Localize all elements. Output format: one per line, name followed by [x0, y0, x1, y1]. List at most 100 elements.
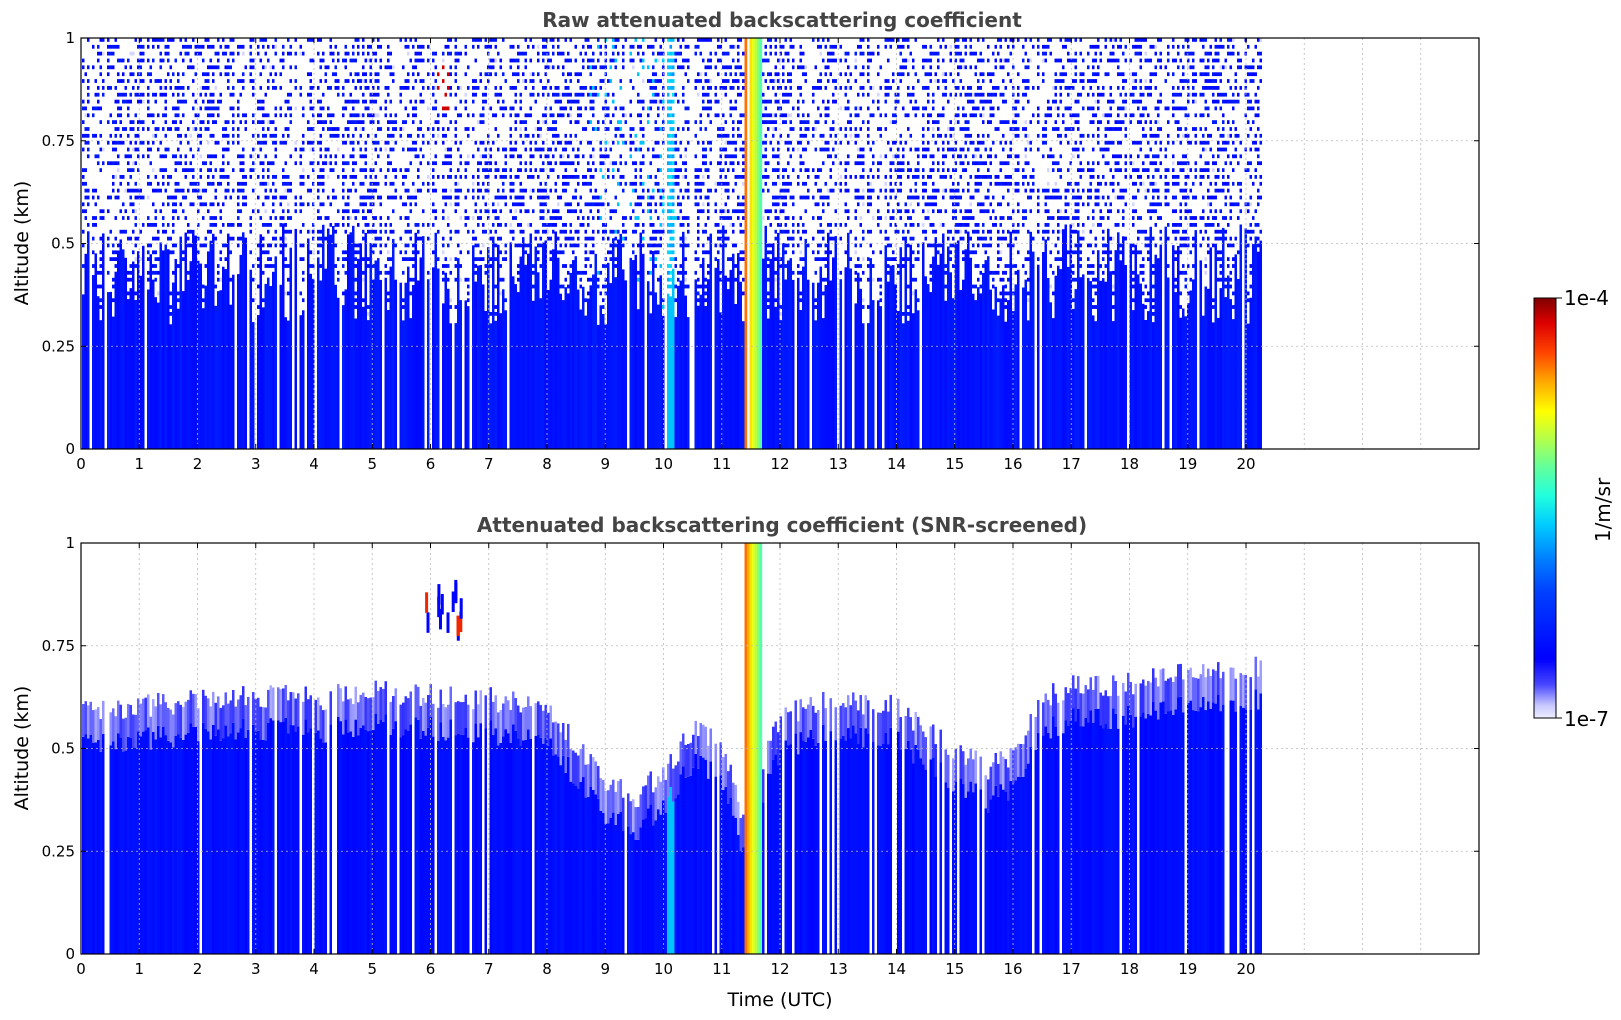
heatmap-cell — [154, 92, 157, 97]
heatmap-cell — [932, 154, 935, 159]
heatmap-cell — [899, 168, 902, 172]
heatmap-cell — [654, 229, 657, 234]
heatmap-cell — [257, 257, 260, 261]
heatmap-cell — [477, 44, 480, 49]
heatmap-cell — [154, 188, 157, 193]
heatmap-cell — [532, 72, 535, 77]
heatmap-cell — [192, 154, 195, 159]
heatmap-cell — [502, 38, 505, 42]
heatmap-cell — [364, 79, 367, 83]
heatmap-cell — [879, 298, 882, 303]
heatmap-cell — [362, 79, 365, 83]
heatmap-cell — [944, 86, 947, 90]
heatmap-cell — [702, 243, 705, 248]
heatmap-cell — [369, 202, 372, 207]
heatmap-cell — [834, 86, 837, 90]
heatmap-cell — [467, 291, 470, 296]
heatmap-cell — [862, 323, 865, 449]
heatmap-cell — [839, 175, 842, 179]
heatmap-cell — [934, 188, 937, 193]
heatmap-cell — [342, 250, 345, 255]
heatmap-cell — [704, 250, 707, 255]
heatmap-cell — [374, 175, 377, 179]
heatmap-cell — [112, 44, 115, 49]
heatmap-cell — [414, 202, 417, 207]
heatmap-cell — [702, 99, 705, 104]
heatmap-cell — [832, 188, 835, 193]
heatmap-cell — [182, 92, 185, 97]
heatmap-cell — [322, 175, 325, 179]
heatmap-cell — [309, 106, 312, 111]
heatmap-cell — [724, 86, 727, 90]
heatmap-cell — [742, 86, 745, 90]
heatmap-cell — [859, 44, 862, 49]
heatmap-cell — [589, 106, 592, 111]
heatmap-cell — [212, 44, 215, 49]
heatmap-cell — [482, 181, 485, 186]
heatmap-cell — [169, 312, 172, 316]
heatmap-cell — [127, 236, 130, 241]
heatmap-cell — [792, 236, 795, 241]
heatmap-cell — [694, 257, 697, 261]
heatmap-cell — [474, 243, 477, 248]
heatmap-cell — [289, 92, 292, 97]
heatmap-cell — [617, 239, 620, 449]
heatmap-cell — [334, 72, 337, 77]
heatmap-cell — [374, 72, 377, 77]
heatmap-cell — [282, 195, 285, 200]
heatmap-cell — [907, 127, 910, 131]
heatmap-cell — [594, 65, 597, 70]
heatmap-cell — [897, 311, 900, 449]
heatmap-cell — [762, 113, 765, 118]
heatmap-cell — [567, 140, 570, 145]
heatmap-cell — [92, 236, 95, 241]
heatmap-cell — [524, 58, 527, 63]
heatmap-cell — [714, 99, 717, 104]
heatmap-cell — [767, 209, 770, 214]
heatmap-cell — [687, 127, 690, 131]
heatmap-cell — [514, 175, 517, 179]
heatmap-cell — [599, 195, 602, 200]
heatmap-cell — [337, 175, 340, 179]
heatmap-cell — [967, 231, 970, 449]
heatmap-cell — [392, 195, 395, 200]
heatmap-cell — [299, 229, 302, 234]
heatmap-cell — [294, 38, 297, 42]
heatmap-cell — [632, 140, 635, 145]
heatmap-cell — [879, 284, 882, 289]
heatmap-cell — [702, 106, 705, 111]
heatmap-cell — [489, 65, 492, 70]
heatmap-cell — [534, 147, 537, 152]
heatmap-cell — [494, 92, 497, 97]
heatmap-cell — [592, 250, 595, 255]
heatmap-cell — [157, 270, 160, 275]
heatmap-cell — [824, 285, 827, 449]
heatmap-cell — [392, 168, 395, 172]
heatmap-cell — [139, 275, 142, 449]
heatmap-cell — [362, 65, 365, 70]
heatmap-cell — [262, 298, 265, 303]
heatmap-cell — [614, 44, 617, 49]
heatmap-cell — [952, 195, 955, 200]
heatmap-cell — [537, 229, 540, 234]
heatmap-cell — [417, 280, 420, 449]
heatmap-cell — [582, 127, 585, 131]
heatmap-cell — [357, 99, 360, 104]
heatmap-cell — [527, 243, 530, 248]
heatmap-cell — [509, 181, 512, 186]
heatmap-cell — [704, 223, 707, 227]
heatmap-cell — [209, 65, 212, 70]
heatmap-cell — [362, 99, 365, 104]
heatmap-cell — [589, 154, 592, 159]
heatmap-cell — [119, 181, 122, 186]
heatmap-cell — [687, 79, 690, 83]
heatmap-cell — [317, 113, 320, 118]
heatmap-cell — [289, 44, 292, 49]
heatmap-cell — [484, 311, 487, 449]
heatmap-cell — [827, 106, 830, 111]
heatmap-cell — [677, 168, 680, 172]
heatmap-cell — [727, 216, 730, 220]
heatmap-cell — [404, 44, 407, 49]
heatmap-cell — [212, 92, 215, 97]
heatmap-cell — [592, 127, 595, 131]
